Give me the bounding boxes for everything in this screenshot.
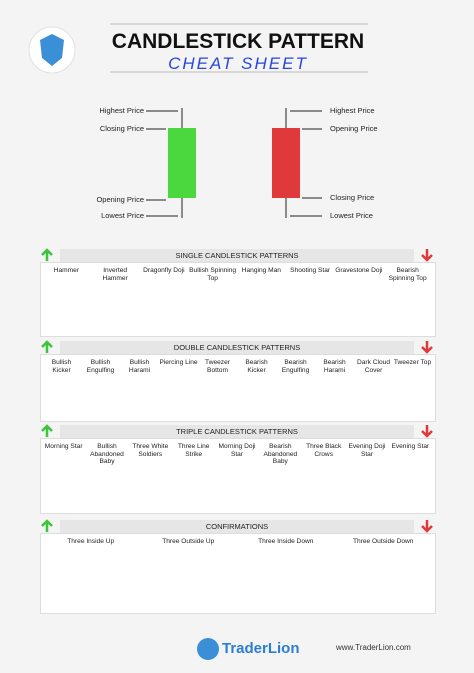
pointer-lines	[146, 110, 322, 217]
pattern-name: Inverted Hammer	[102, 267, 128, 282]
pattern-name: Bullish Engulfing	[86, 359, 115, 374]
pattern-name: Dark Cloud Cover	[357, 359, 390, 374]
pattern-name: Evening Star	[391, 443, 430, 450]
pattern-name: Three Line Strike	[177, 443, 210, 458]
pattern-name: Bullish Harami	[128, 359, 151, 374]
pattern-name: Bullish Spinning Top	[189, 267, 237, 282]
title: CANDLESTICK PATTERN	[111, 30, 365, 53]
section-title: CONFIRMATIONS	[60, 520, 414, 533]
pattern-name: Three Inside Down	[258, 538, 314, 545]
section-box	[40, 354, 436, 422]
pattern-name: Bearish Abandoned Baby	[263, 443, 298, 465]
pattern-name: Three Black Crows	[306, 443, 342, 458]
pattern-name: Piercing Line	[159, 359, 198, 366]
down-arrow	[421, 249, 433, 262]
footer-logo	[197, 638, 219, 660]
bullish-candle	[168, 128, 196, 198]
pattern-name: Morning Star	[44, 443, 83, 450]
url: www.TraderLion.com	[336, 643, 411, 652]
down-arrow	[421, 341, 433, 354]
section-title: TRIPLE CANDLESTICK PATTERNS	[60, 425, 414, 438]
label: Opening Price	[330, 124, 378, 133]
up-arrow	[41, 424, 53, 437]
pattern-name: Gravestone Doji	[335, 267, 383, 274]
brand: TraderLion	[222, 640, 300, 657]
up-arrow	[41, 519, 53, 532]
logo-lion	[40, 34, 64, 66]
subtitle: CHEAT SHEET	[168, 54, 308, 73]
pattern-name: Dragonfly Doji	[143, 267, 185, 274]
section-title: DOUBLE CANDLESTICK PATTERNS	[60, 341, 414, 354]
pattern-name: Three Inside Up	[67, 538, 115, 545]
pattern-name: Three White Soldiers	[132, 443, 169, 458]
pattern-name: Bearish Kicker	[245, 359, 268, 374]
pattern-name: Hanging Man	[241, 267, 281, 274]
label: Highest Price	[330, 106, 375, 115]
section-title: SINGLE CANDLESTICK PATTERNS	[60, 249, 414, 262]
label: Closing Price	[330, 193, 375, 202]
pattern-name: Hammer	[53, 267, 80, 274]
pattern-name: Evening Doji Star	[348, 443, 386, 458]
label: Lowest Price	[330, 211, 373, 220]
down-arrow	[421, 425, 433, 438]
pattern-name: Shooting Star	[290, 267, 331, 274]
pattern-name: Morning Doji Star	[218, 443, 256, 458]
pattern-name: Bearish Spinning Top	[388, 267, 427, 282]
pattern-name: Tweezer Bottom	[205, 359, 230, 374]
pattern-name: Tweezer Top	[393, 359, 432, 366]
section-box	[40, 533, 436, 614]
pattern-name: Three Outside Up	[162, 538, 215, 545]
section-box	[40, 438, 436, 514]
down-arrow	[421, 520, 433, 533]
section-box	[40, 262, 436, 337]
up-arrow	[41, 340, 53, 353]
pattern-name: Bearish Harami	[323, 359, 346, 374]
label: Opening Price	[96, 195, 144, 204]
up-arrow	[41, 248, 53, 261]
pattern-name: Three Outside Down	[353, 538, 414, 545]
bearish-candle	[272, 128, 300, 198]
pattern-name: Bullish Kicker	[51, 359, 72, 374]
label: Closing Price	[99, 124, 144, 133]
label: Lowest Price	[101, 211, 144, 220]
pattern-name: Bullish Abandoned Baby	[90, 443, 124, 465]
pattern-name: Bearish Engulfing	[281, 359, 310, 374]
label: Highest Price	[99, 106, 144, 115]
